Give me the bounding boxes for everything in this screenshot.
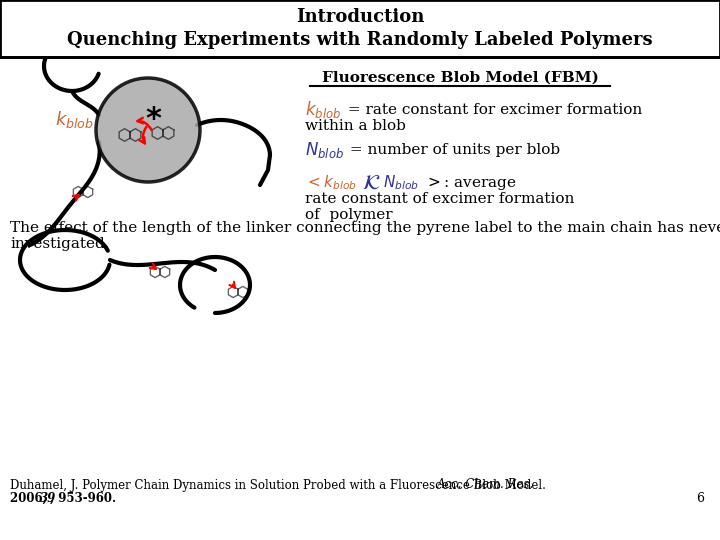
Text: = rate constant for excimer formation: = rate constant for excimer formation — [343, 103, 642, 117]
Text: Fluorescence Blob Model (FBM): Fluorescence Blob Model (FBM) — [322, 71, 598, 85]
Circle shape — [96, 78, 200, 182]
Text: within a blob: within a blob — [305, 119, 406, 133]
Text: The effect of the length of the linker connecting the pyrene label to the main c: The effect of the length of the linker c… — [10, 221, 720, 235]
Text: $k_{blob}$: $k_{blob}$ — [305, 99, 341, 120]
Text: , 953-960.: , 953-960. — [50, 491, 116, 504]
Text: 39: 39 — [40, 491, 56, 504]
Text: Introduction: Introduction — [296, 8, 424, 26]
Text: *: * — [145, 105, 161, 134]
Text: $k_{blob}$: $k_{blob}$ — [55, 110, 94, 131]
Text: Duhamel, J. Polymer Chain Dynamics in Solution Probed with a Fluorescence Blob M: Duhamel, J. Polymer Chain Dynamics in So… — [10, 478, 549, 491]
Text: $>$: average: $>$: average — [425, 174, 517, 192]
Text: $\mathcal{K}$: $\mathcal{K}$ — [362, 173, 380, 192]
Text: of  polymer: of polymer — [305, 208, 392, 222]
FancyBboxPatch shape — [0, 0, 720, 57]
Text: $N_{blob}$: $N_{blob}$ — [305, 140, 344, 160]
Text: 6: 6 — [696, 491, 704, 504]
Text: Quenching Experiments with Randomly Labeled Polymers: Quenching Experiments with Randomly Labe… — [67, 31, 653, 49]
Text: = number of units per blob: = number of units per blob — [345, 143, 560, 157]
Text: $N_{blob}$: $N_{blob}$ — [383, 174, 419, 192]
Text: investigated.: investigated. — [10, 237, 109, 251]
Text: rate constant of excimer formation: rate constant of excimer formation — [305, 192, 575, 206]
Text: Acc. Chem. Res.: Acc. Chem. Res. — [437, 478, 534, 491]
Text: $< k_{blob}$: $< k_{blob}$ — [305, 174, 357, 192]
Text: 2006,: 2006, — [10, 491, 51, 504]
